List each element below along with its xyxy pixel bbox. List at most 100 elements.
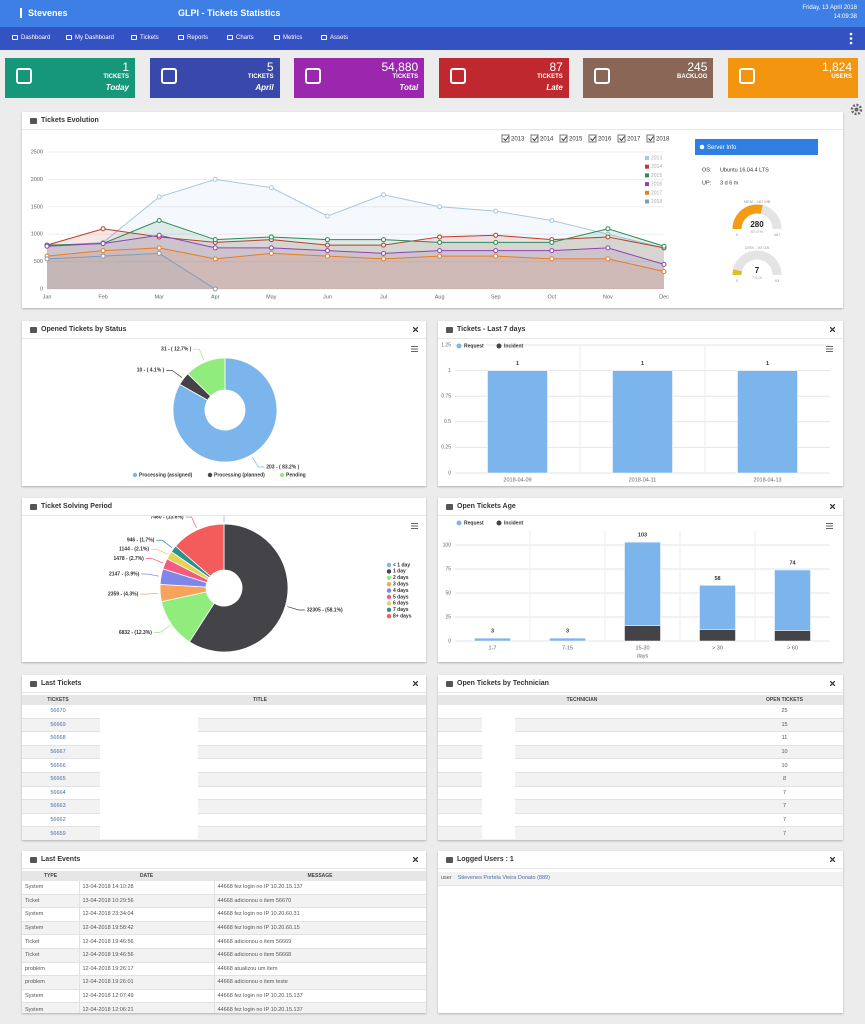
table-row[interactable]: Ticket 13-04-2018 10:29:56 44668 adicionou… [22, 894, 426, 909]
legend-item[interactable]: 2 days [386, 575, 409, 581]
table-row[interactable]: problem 12-04-2018 19:26:01 44668 adiciono… [22, 975, 426, 990]
chart-menu[interactable] [826, 346, 833, 352]
table-row[interactable]: 56663 [22, 799, 426, 814]
table-row[interactable]: Ticket 12-04-2018 19:46:56 44668 adicionou… [22, 948, 426, 963]
close-icon [413, 857, 418, 862]
close-button[interactable] [413, 681, 418, 686]
event-message: 44668 adicionou o item teste [213, 975, 426, 990]
table-row[interactable]: problem 12-04-2018 19:26:17 44668 atualizo… [22, 962, 426, 977]
table-row[interactable]: System 12-04-2018 12:07:49 44668 fez login… [22, 989, 426, 1004]
data-point [493, 232, 499, 238]
x-tick-label: Aug [435, 294, 445, 300]
data-point [156, 250, 162, 256]
year-toggle[interactable]: 2013 [501, 134, 525, 143]
table-row[interactable]: System 13-04-2018 14:10:28 44668 fez login… [22, 881, 426, 895]
data-point [44, 243, 50, 249]
nav-item[interactable]: Assets [321, 35, 348, 41]
table-row[interactable]: 56668 [22, 731, 426, 746]
stat-tile[interactable]: 1 TICKETS Today [5, 58, 135, 98]
close-icon [830, 857, 835, 862]
data-point [549, 256, 555, 262]
stat-tile[interactable]: 5 TICKETS April [149, 58, 280, 98]
data-label: 203 - ( 83.2% ) [266, 464, 299, 470]
chart-menu[interactable] [826, 523, 833, 529]
table-row[interactable]: System 12-04-2018 23:34:04 44668 fez login… [22, 907, 426, 922]
year-toggle[interactable]: 2014 [530, 134, 554, 143]
table-body: user Stievenes Portela Vieira Donato (889… [438, 872, 843, 886]
event-date: 13-04-2018 14:10:28 [78, 881, 214, 895]
data-point [100, 248, 106, 254]
legend-item[interactable]: 8+ days [386, 614, 412, 620]
legend-item[interactable]: Processing (planned) [207, 472, 265, 478]
nav-item[interactable]: My Dashboard [66, 35, 114, 41]
legend-item[interactable]: < 1 day [386, 562, 411, 568]
table-row[interactable]: 56662 [22, 813, 426, 828]
tile-icon [160, 68, 177, 84]
stat-tile[interactable]: 1,824 USERS [728, 58, 858, 98]
tile-value: 5 [266, 60, 274, 74]
menu-button[interactable] [849, 32, 853, 45]
close-button[interactable] [830, 857, 835, 862]
table-row[interactable]: user Stievenes Portela Vieira Donato (889… [438, 872, 843, 886]
year-label: 2018 [656, 137, 670, 143]
settings-icon[interactable] [850, 103, 863, 116]
close-button[interactable] [830, 504, 835, 509]
year-toggle[interactable]: 2018 [646, 134, 670, 143]
close-button[interactable] [830, 327, 835, 332]
legend-item[interactable]: Processing (assigned) [132, 472, 193, 478]
close-button[interactable] [413, 857, 418, 862]
nav-item[interactable]: Metrics [274, 35, 302, 41]
stat-tile[interactable]: 87 TICKETS Late [438, 58, 569, 98]
table-row[interactable]: 56665 [22, 772, 426, 787]
table-row[interactable]: 56659 [22, 826, 426, 840]
nav-item[interactable]: Tickets [131, 35, 159, 41]
legend-item[interactable]: 3 days [386, 582, 409, 588]
nav-item[interactable]: Reports [178, 35, 208, 41]
tile-icon [739, 68, 755, 84]
legend-label: Incident [504, 343, 524, 349]
chart-menu[interactable] [411, 523, 418, 529]
close-button[interactable] [830, 681, 835, 686]
user-kind: user [438, 872, 455, 886]
legend-label: 2013 [651, 156, 662, 162]
table-row[interactable]: 56669 [22, 718, 426, 733]
nav-item[interactable]: Charts [227, 35, 254, 41]
table-row[interactable]: System 12-04-2018 12:06:21 44668 fez login… [22, 1002, 426, 1013]
nav-item[interactable]: Dashboard [12, 35, 50, 41]
chart-menu[interactable] [411, 346, 418, 352]
stat-tile[interactable]: 245 BACKLOG [583, 58, 714, 98]
year-toggle[interactable]: 2015 [559, 134, 583, 143]
label-connector [151, 548, 168, 555]
table-row[interactable]: System 12-04-2018 19:58:42 44668 fez login… [22, 921, 426, 936]
year-toggle[interactable]: 2017 [617, 134, 641, 143]
table-row[interactable]: 56666 [22, 758, 426, 773]
panel-icon [30, 327, 37, 333]
panel-title: Tickets Evolution [22, 112, 843, 130]
brand[interactable]: Stevenes [20, 8, 68, 18]
stat-tile[interactable]: 54,880 TICKETS Total [294, 58, 425, 98]
table-row[interactable]: 56667 [22, 745, 426, 760]
legend-swatch [645, 173, 649, 178]
checkmark [590, 136, 596, 142]
data-point [156, 245, 162, 251]
table-row[interactable]: 56664 [22, 786, 426, 801]
legend-label: Incident [504, 520, 524, 526]
y-tick-label: 0.25 [441, 445, 451, 451]
close-button[interactable] [413, 327, 418, 332]
page-title: GLPI - Tickets Statistics [178, 8, 281, 18]
data-point [212, 286, 218, 292]
legend-item[interactable]: Pending [279, 472, 306, 478]
legend-item[interactable]: 5 days [386, 594, 409, 600]
legend-item[interactable]: 4 days [386, 588, 409, 594]
legend-item[interactable]: 1 day [386, 569, 406, 575]
table-row[interactable]: 56670 [22, 705, 426, 719]
legend-item[interactable]: 7 days [386, 607, 409, 613]
open-count: 8 [726, 772, 843, 787]
data-point [549, 248, 555, 254]
table-row[interactable]: Ticket 12-04-2018 19:46:56 44668 adicionou… [22, 934, 426, 949]
year-toggle[interactable]: 2016 [588, 134, 612, 143]
icon-shape [16, 68, 32, 84]
tile-sub: Late [546, 83, 563, 92]
legend-item[interactable]: 6 days [386, 601, 409, 607]
checkmark [561, 136, 567, 142]
